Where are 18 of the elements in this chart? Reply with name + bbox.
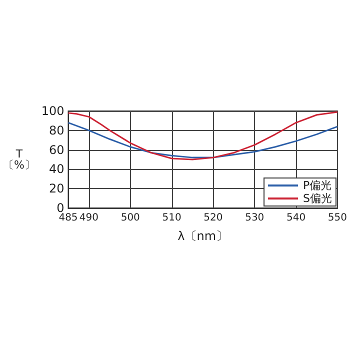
x-tick-label: 520 <box>204 212 223 224</box>
y-tick-label: 40 <box>48 162 64 176</box>
x-tick-label: 540 <box>286 212 306 224</box>
x-tick-label: 530 <box>245 212 264 224</box>
line-series <box>68 122 338 158</box>
y-tick-label: 80 <box>48 123 64 138</box>
y-tick-label: 20 <box>48 182 64 196</box>
y-tick-label: 100 <box>41 104 64 118</box>
x-tick-label: 490 <box>79 212 99 224</box>
x-tick-label: 500 <box>120 212 140 224</box>
y-axis-title: T 〔%〕 <box>3 148 36 172</box>
x-axis-title: λ〔nm〕 <box>178 229 228 243</box>
x-tick-label: 510 <box>162 212 182 224</box>
x-tick-label: 550 <box>328 212 348 224</box>
legend-label: P偏光 <box>303 179 332 192</box>
legend-label: S偏光 <box>303 192 332 205</box>
x-tick-label: 485 <box>58 212 78 224</box>
y-tick-label: 60 <box>48 142 64 157</box>
